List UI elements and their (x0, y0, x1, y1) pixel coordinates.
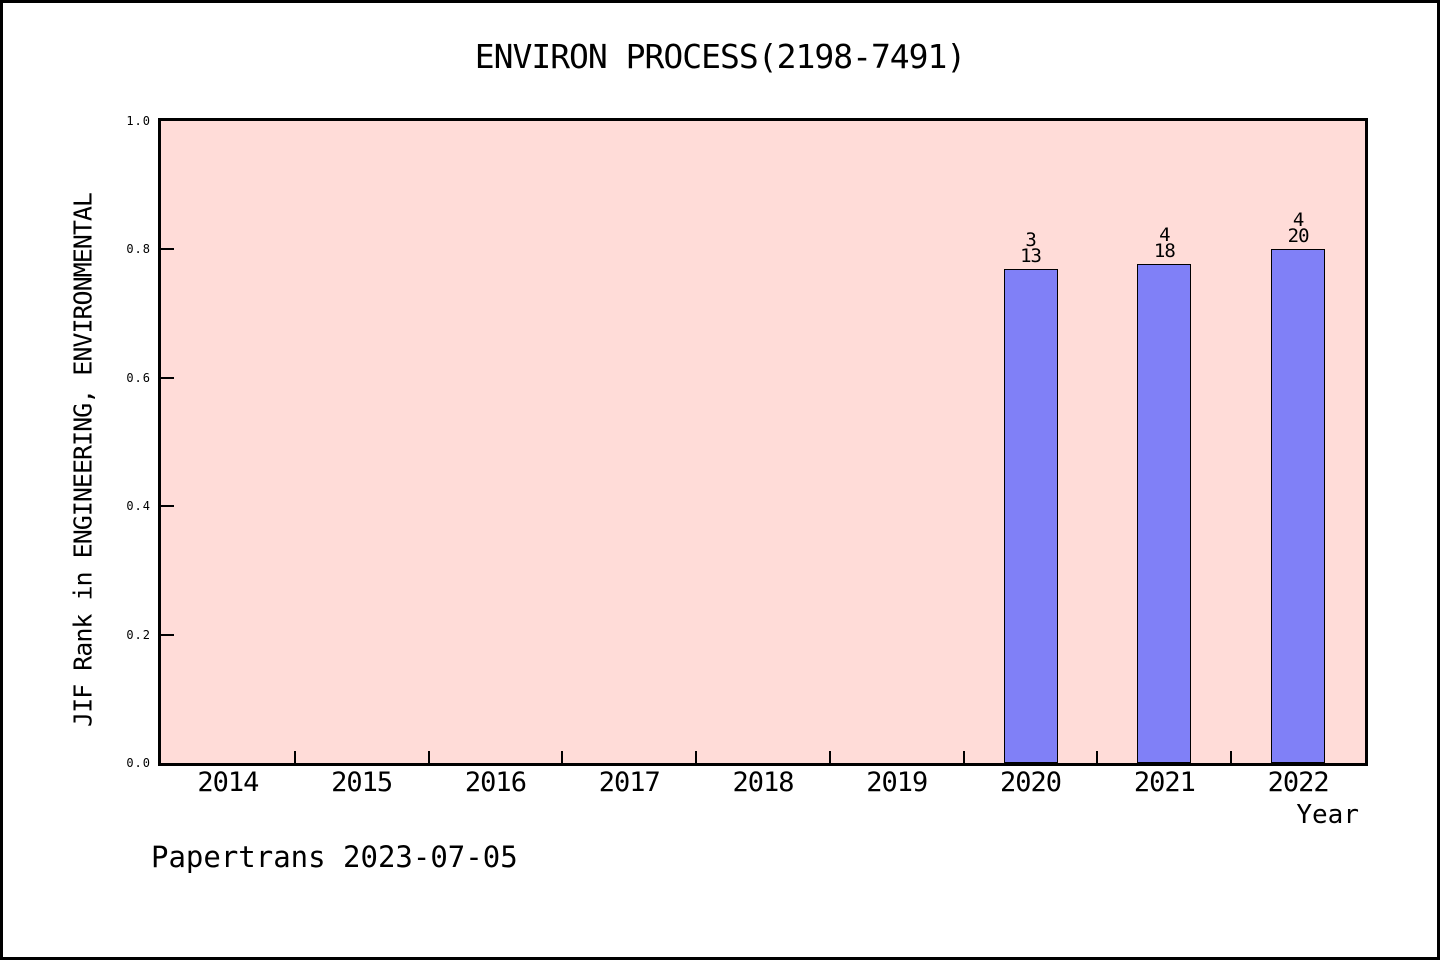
x-tick-label: 2020 (1000, 767, 1062, 798)
y-tick-label: 0.2 (126, 627, 151, 642)
bar-value-label-2021: 4 18 (1124, 223, 1204, 262)
bar-total-value: 13 (1020, 245, 1042, 268)
y-tick-label: 0.0 (126, 756, 151, 770)
y-tick-label: 0.8 (126, 242, 151, 257)
bar-2020 (1003, 269, 1058, 763)
x-tick-mark (1096, 751, 1099, 763)
y-tick-label: 0.4 (126, 499, 151, 514)
x-tick-label: 2015 (331, 767, 393, 798)
bar-2022 (1271, 249, 1326, 763)
x-tick-label: 2017 (598, 767, 661, 798)
x-tick-mark (962, 751, 965, 763)
x-tick-label: 2019 (866, 767, 928, 798)
y-tick-mark (161, 248, 174, 251)
footer-watermark: Papertrans 2023-07-05 (151, 840, 518, 874)
bar-2021 (1137, 263, 1192, 763)
y-tick-mark (161, 633, 174, 636)
x-tick-mark (293, 751, 296, 763)
x-axis-label: Year (1296, 800, 1359, 830)
bar-rank-value: 4 (1159, 223, 1170, 246)
bar-value-label-2022: 4 20 (1258, 209, 1338, 248)
y-tick-label: 0.6 (126, 370, 151, 385)
x-tick-mark (695, 751, 698, 763)
chart-title: ENVIRON PROCESS(2198-7491) (474, 37, 967, 76)
bar-value-label-2020: 3 13 (991, 229, 1071, 268)
x-tick-mark (427, 751, 430, 763)
bar-total-value: 20 (1287, 225, 1310, 248)
x-tick-mark (561, 751, 564, 763)
x-tick-label: 2018 (732, 767, 794, 798)
y-axis-label: JIF Rank in ENGINEERING, ENVIRONMENTAL (68, 193, 98, 727)
plot-area: 3 13 4 18 4 20 (158, 118, 1368, 766)
bar-total-value: 18 (1153, 239, 1176, 262)
x-tick-mark (1230, 751, 1233, 763)
y-tick-mark (161, 376, 174, 379)
x-tick-label: 2016 (464, 767, 527, 798)
x-tick-mark (828, 751, 831, 763)
x-tick-label: 2022 (1267, 767, 1330, 798)
y-tick-label: 1.0 (126, 114, 151, 128)
y-tick-mark (161, 505, 174, 508)
x-tick-label: 2021 (1133, 767, 1196, 798)
x-tick-label: 2014 (197, 767, 259, 798)
bar-rank-value: 3 (1025, 229, 1036, 252)
bar-rank-value: 4 (1292, 209, 1304, 232)
